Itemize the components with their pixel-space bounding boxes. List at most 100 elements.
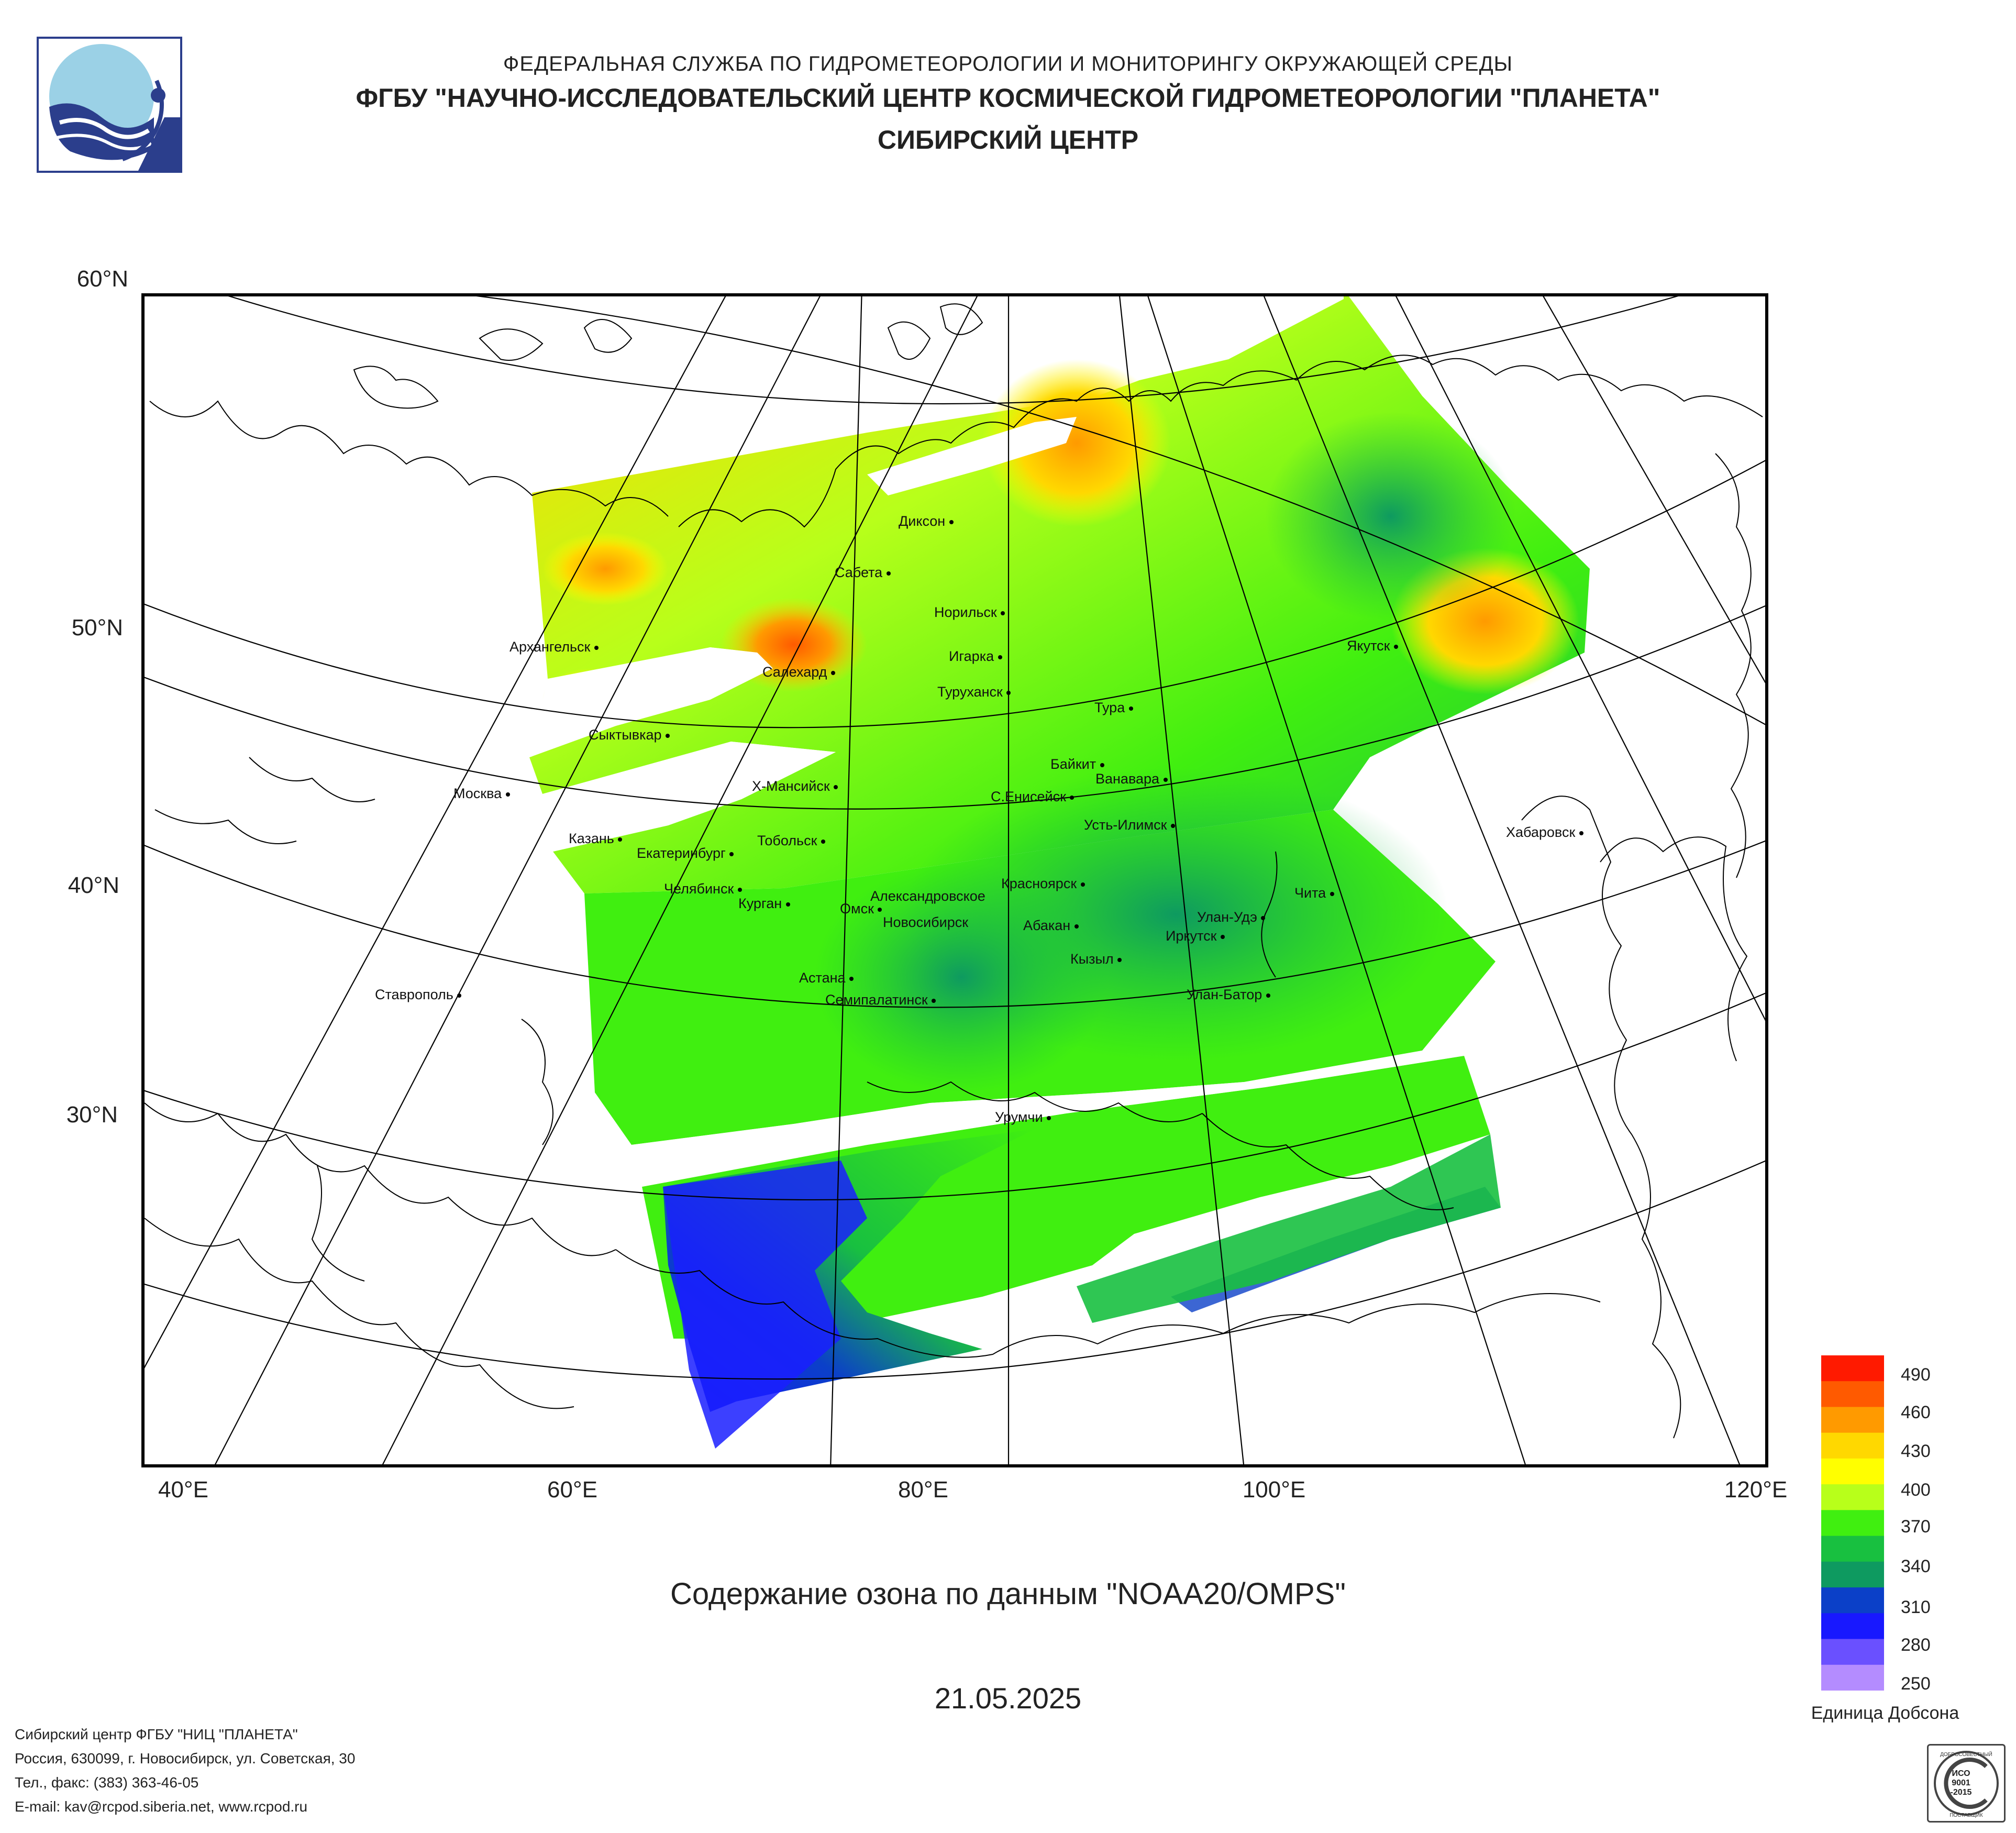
city-omsk: Омск	[840, 901, 882, 916]
city-tura: Тура	[1094, 700, 1133, 715]
map-caption: Содержание озона по данным "NOAA20/OMPS"	[670, 1577, 1346, 1611]
city-marker	[1047, 1116, 1051, 1120]
city-abakan: Абакан	[1023, 918, 1079, 933]
legend-swatch	[1821, 1639, 1884, 1665]
lat-label-60: 60°N	[76, 266, 128, 292]
svg-text:ДОБРОСОВЕСТНЫЙ: ДОБРОСОВЕСТНЫЙ	[1940, 1751, 1992, 1758]
city-baykit: Байкит	[1050, 756, 1104, 772]
city-semipalatinsk: Семипалатинск	[825, 992, 936, 1008]
city-marker	[666, 733, 670, 738]
city-marker	[618, 837, 623, 842]
lon-label-60: 60°E	[547, 1477, 597, 1503]
city-syktyvkar: Сыктывкар	[589, 727, 670, 743]
city-norilsk: Норильск	[934, 604, 1005, 620]
city-marker	[785, 902, 790, 907]
legend-label: 460	[1901, 1403, 1931, 1422]
city-marker	[1330, 891, 1334, 896]
city-s-yeniseysk: С.Енисейск	[991, 789, 1075, 804]
city-marker	[949, 520, 954, 524]
city-marker	[1080, 882, 1085, 887]
city-dikson: Диксон	[899, 513, 954, 529]
svg-text:ИСО: ИСО	[1952, 1769, 1970, 1778]
iso-certificate-badge: ДОБРОСОВЕСТНЫЙ ИСО 9001 -2015 ПОСТАВЩИК	[1927, 1744, 2006, 1823]
legend-swatch	[1821, 1355, 1884, 1382]
swath-gaps	[529, 417, 1464, 1187]
city-marker	[834, 785, 838, 789]
svg-text:9001: 9001	[1952, 1779, 1970, 1787]
legend-swatch	[1821, 1613, 1884, 1640]
city-salekhard: Салехард	[762, 664, 835, 680]
planeta-logo-icon	[49, 44, 180, 171]
city-tobolsk: Тобольск	[757, 833, 825, 848]
city-marker	[457, 993, 462, 998]
city-ulaanbaatar: Улан-Батор	[1187, 987, 1270, 1002]
svg-text:-2015: -2015	[1951, 1788, 1972, 1797]
legend-swatch	[1821, 1536, 1884, 1562]
legend-label: 310	[1901, 1597, 1931, 1617]
legend-label: 400	[1901, 1480, 1931, 1500]
footer-org: Сибирский центр ФГБУ "НИЦ "ПЛАНЕТА"	[15, 1726, 298, 1742]
legend-label: 430	[1901, 1441, 1931, 1461]
city-marker	[505, 792, 510, 797]
legend-colorbar-svg	[1821, 1355, 1884, 1691]
city-marker	[1266, 993, 1270, 998]
graticule	[145, 296, 1765, 1464]
city-marker	[1220, 934, 1225, 939]
city-marker	[1394, 644, 1399, 649]
city-novosibirsk: Новосибирск	[883, 914, 969, 930]
city-khabarovsk: Хабаровск	[1506, 824, 1583, 840]
legend-colorbar	[1821, 1355, 1884, 1691]
city-vanavara: Ванавара	[1095, 771, 1168, 787]
city-marker	[1100, 763, 1104, 767]
city-turukhansk: Туруханск	[937, 684, 1011, 700]
legend-swatch	[1821, 1587, 1884, 1614]
legend-swatch	[1821, 1510, 1884, 1537]
legend-label: 490	[1901, 1365, 1931, 1385]
city-marker	[932, 998, 936, 1003]
city-chita: Чита	[1294, 885, 1334, 901]
city-urumqi: Урумчи	[995, 1109, 1051, 1125]
svg-text:ПОСТАВЩИК: ПОСТАВЩИК	[1949, 1813, 1983, 1818]
city-marker	[1128, 706, 1133, 711]
city-arkhangelsk: Архангельск	[509, 639, 599, 655]
city-yakutsk: Якутск	[1347, 638, 1399, 654]
city-marker	[1074, 924, 1079, 929]
lon-label-100: 100°E	[1242, 1477, 1306, 1503]
ozone-map: Диксон Сабета Норильск Архангельск Салех…	[141, 293, 1768, 1467]
city-marker	[1261, 915, 1266, 920]
city-krasnoyarsk: Красноярск	[1001, 876, 1085, 891]
coastlines	[145, 303, 1763, 1439]
header-institute: ФГБУ "НАУЧНО-ИССЛЕДОВАТЕЛЬСКИЙ ЦЕНТР КОС…	[356, 83, 1660, 113]
city-marker	[1163, 777, 1168, 782]
city-marker	[1006, 690, 1011, 695]
lat-label-30: 30°N	[66, 1102, 118, 1128]
city-marker	[1170, 823, 1175, 828]
city-marker	[886, 571, 891, 576]
legend-swatch	[1821, 1561, 1884, 1588]
legend-label: 340	[1901, 1556, 1931, 1576]
city-chelyabinsk: Челябинск	[664, 881, 742, 897]
iso-certificate-icon: ДОБРОСОВЕСТНЫЙ ИСО 9001 -2015 ПОСТАВЩИК	[1934, 1751, 1999, 1818]
city-marker	[729, 852, 734, 856]
city-marker	[821, 839, 825, 844]
planeta-logo	[37, 37, 182, 173]
legend-swatch	[1821, 1664, 1884, 1691]
legend-swatch	[1821, 1458, 1884, 1485]
footer-email[interactable]: E-mail: kav@rcpod.siberia.net, www.rcpod…	[15, 1798, 308, 1815]
ozone-map-canvas	[145, 296, 1765, 1464]
city-aleksandrovskoye: Александровское	[870, 888, 985, 904]
lat-label-50: 50°N	[71, 615, 123, 641]
city-stavropol: Ставрополь	[375, 987, 462, 1002]
city-marker	[830, 670, 835, 675]
legend-swatch	[1821, 1484, 1884, 1510]
header-agency: ФЕДЕРАЛЬНАЯ СЛУЖБА ПО ГИДРОМЕТЕОРОЛОГИИ …	[503, 52, 1513, 75]
footer-address: Россия, 630099, г. Новосибирск, ул. Сове…	[15, 1750, 356, 1766]
city-marker	[594, 645, 599, 650]
ozone-swaths	[529, 296, 1590, 1449]
footer-phone: Тел., факс: (383) 363-46-05	[15, 1774, 199, 1791]
city-marker	[1070, 795, 1075, 800]
city-marker	[878, 907, 882, 912]
legend-swatch	[1821, 1407, 1884, 1433]
legend-swatch	[1821, 1432, 1884, 1459]
city-marker	[737, 887, 742, 892]
